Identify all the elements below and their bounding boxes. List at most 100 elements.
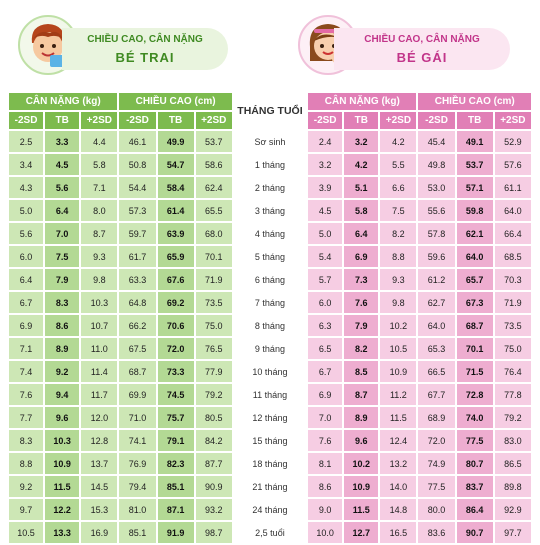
girl-header: CHIỀU CAO, CÂN NẶNG BÉ GÁI [334, 28, 510, 70]
girl-weight-minus2sd-cell: 3.9 [308, 177, 343, 198]
boy-weight-plus2sd-cell: 9.8 [81, 269, 118, 290]
boy-height-plus2sd-cell: 62.4 [195, 177, 232, 198]
girl-height-median-cell: 62.1 [456, 223, 493, 244]
girl-height-median-cell: 49.1 [456, 131, 493, 152]
boy-height-median-cell: 73.3 [157, 361, 194, 382]
boy-weight-plus2sd-cell: 10.3 [81, 292, 118, 313]
boy-height-minus2sd-cell: 57.3 [119, 200, 156, 221]
boy-weight-minus2sd-cell: 7.4 [9, 361, 44, 382]
table-row: 5.6 7.0 8.7 59.7 63.9 68.0 4 tháng 5.0 6.4 8.2 57.… [9, 223, 531, 244]
girl-weight-minus2sd-cell: 6.0 [308, 292, 343, 313]
girl-weight-median-cell: 7.6 [344, 292, 379, 313]
age-cell: 6 tháng [233, 269, 307, 290]
girl-height-plus2sd-cell: 57.6 [494, 154, 531, 175]
boy-height-minus2sd-cell: 68.7 [119, 361, 156, 382]
girl-weight-plus2sd-cell: 14.8 [380, 499, 417, 520]
girl-weight-median-cell: 10.2 [344, 453, 379, 474]
boy-height-median-cell: 87.1 [157, 499, 194, 520]
boy-weight-median-cell: 3.3 [45, 131, 80, 152]
boy-weight-minus2sd-cell: 7.1 [9, 338, 44, 359]
boy-weight-minus2sd-cell: 2.5 [9, 131, 44, 152]
boy-weight-plus2sd-cell: 11.4 [81, 361, 118, 382]
boy-weight-minus2sd-cell: 6.7 [9, 292, 44, 313]
girl-height-plus2sd-cell: 75.0 [494, 338, 531, 359]
sub-header: TB [157, 112, 194, 129]
age-cell: 10 tháng [233, 361, 307, 382]
boy-height-minus2sd-cell: 76.9 [119, 453, 156, 474]
age-cell: 8 tháng [233, 315, 307, 336]
sub-header: -2SD [9, 112, 44, 129]
girl-weight-median-cell: 8.7 [344, 384, 379, 405]
girl-weight-plus2sd-cell: 7.5 [380, 200, 417, 221]
girl-weight-median-cell: 7.3 [344, 269, 379, 290]
boy-height-header: CHIỀU CAO (cm) [119, 93, 232, 110]
age-cell: 4 tháng [233, 223, 307, 244]
girl-height-median-cell: 80.7 [456, 453, 493, 474]
boy-weight-median-cell: 5.6 [45, 177, 80, 198]
girl-height-median-cell: 70.1 [456, 338, 493, 359]
girl-weight-median-cell: 6.4 [344, 223, 379, 244]
girl-weight-minus2sd-cell: 6.5 [308, 338, 343, 359]
boy-weight-plus2sd-cell: 12.0 [81, 407, 118, 428]
boy-weight-median-cell: 13.3 [45, 522, 80, 543]
boy-weight-minus2sd-cell: 9.2 [9, 476, 44, 497]
table-row: 7.6 9.4 11.7 69.9 74.5 79.2 11 tháng 6.9 8.7 11.2… [9, 384, 531, 405]
age-cell: 18 tháng [233, 453, 307, 474]
boy-height-minus2sd-cell: 79.4 [119, 476, 156, 497]
boy-weight-minus2sd-cell: 8.8 [9, 453, 44, 474]
girl-weight-minus2sd-cell: 5.4 [308, 246, 343, 267]
girl-weight-minus2sd-cell: 10.0 [308, 522, 343, 543]
boy-height-plus2sd-cell: 73.5 [195, 292, 232, 313]
boy-height-minus2sd-cell: 85.1 [119, 522, 156, 543]
girl-height-median-cell: 83.7 [456, 476, 493, 497]
girl-weight-plus2sd-cell: 8.8 [380, 246, 417, 267]
girl-weight-median-cell: 12.7 [344, 522, 379, 543]
sub-header: TB [45, 112, 80, 129]
boy-height-median-cell: 75.7 [157, 407, 194, 428]
boy-height-plus2sd-cell: 79.2 [195, 384, 232, 405]
girl-height-minus2sd-cell: 72.0 [418, 430, 455, 451]
girl-height-plus2sd-cell: 73.5 [494, 315, 531, 336]
boy-height-minus2sd-cell: 69.9 [119, 384, 156, 405]
boy-weight-plus2sd-cell: 14.5 [81, 476, 118, 497]
boy-header-title: BÉ TRAI [115, 50, 175, 65]
boy-height-minus2sd-cell: 71.0 [119, 407, 156, 428]
girl-weight-plus2sd-cell: 6.6 [380, 177, 417, 198]
girl-height-minus2sd-cell: 59.6 [418, 246, 455, 267]
boy-height-plus2sd-cell: 90.9 [195, 476, 232, 497]
girl-header-subtitle: CHIỀU CAO, CÂN NẶNG [364, 34, 480, 45]
girl-height-minus2sd-cell: 66.5 [418, 361, 455, 382]
girl-weight-median-cell: 5.8 [344, 200, 379, 221]
girl-height-plus2sd-cell: 86.5 [494, 453, 531, 474]
boy-weight-plus2sd-cell: 15.3 [81, 499, 118, 520]
girl-weight-plus2sd-cell: 11.2 [380, 384, 417, 405]
age-header: THÁNG TUỔI [233, 93, 307, 129]
girl-weight-minus2sd-cell: 6.9 [308, 384, 343, 405]
table-row: 6.4 7.9 9.8 63.3 67.6 71.9 6 tháng 5.7 7.3 9.3 61.… [9, 269, 531, 290]
boy-weight-plus2sd-cell: 11.7 [81, 384, 118, 405]
boy-height-minus2sd-cell: 64.8 [119, 292, 156, 313]
girl-weight-median-cell: 7.9 [344, 315, 379, 336]
sub-header: TB [344, 112, 379, 129]
girl-height-minus2sd-cell: 55.6 [418, 200, 455, 221]
girl-height-minus2sd-cell: 77.5 [418, 476, 455, 497]
boy-height-median-cell: 85.1 [157, 476, 194, 497]
boy-weight-median-cell: 7.5 [45, 246, 80, 267]
boy-height-plus2sd-cell: 84.2 [195, 430, 232, 451]
boy-weight-plus2sd-cell: 13.7 [81, 453, 118, 474]
girl-height-plus2sd-cell: 92.9 [494, 499, 531, 520]
girl-weight-minus2sd-cell: 4.5 [308, 200, 343, 221]
girl-weight-plus2sd-cell: 11.5 [380, 407, 417, 428]
girl-height-median-cell: 77.5 [456, 430, 493, 451]
girl-weight-median-cell: 8.2 [344, 338, 379, 359]
age-cell: 2,5 tuổi [233, 522, 307, 543]
table-row: 7.4 9.2 11.4 68.7 73.3 77.9 10 tháng 6.7 8.5 10.9… [9, 361, 531, 382]
table-row: 8.3 10.3 12.8 74.1 79.1 84.2 15 tháng 7.6 9.6 12.… [9, 430, 531, 451]
boy-height-median-cell: 49.9 [157, 131, 194, 152]
table-row: 9.7 12.2 15.3 81.0 87.1 93.2 24 tháng 9.0 11.5 14… [9, 499, 531, 520]
girl-weight-median-cell: 8.9 [344, 407, 379, 428]
boy-weight-plus2sd-cell: 8.0 [81, 200, 118, 221]
girl-weight-median-cell: 6.9 [344, 246, 379, 267]
boy-weight-minus2sd-cell: 7.7 [9, 407, 44, 428]
boy-height-median-cell: 61.4 [157, 200, 194, 221]
